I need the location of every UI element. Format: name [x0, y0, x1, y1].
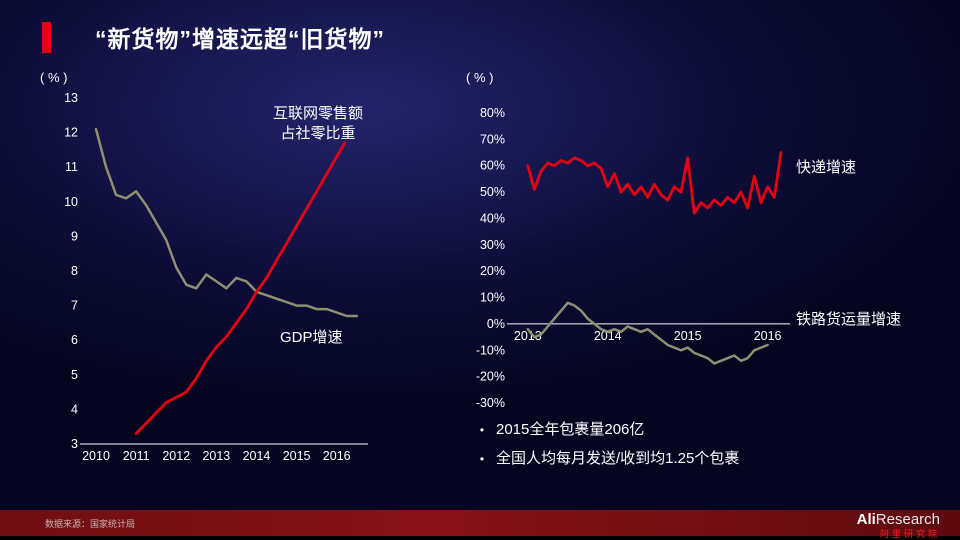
y-tick-label: -20%: [476, 370, 505, 384]
x-tick-label: 2010: [82, 449, 110, 463]
y-tick-label: 10%: [480, 291, 505, 305]
y-tick-label: -30%: [476, 396, 505, 410]
y-tick-label: 5: [71, 368, 78, 382]
x-tick-label: 2016: [754, 329, 782, 343]
logo-chinese-text: 阿里研究院: [879, 529, 940, 539]
bullet-text: 全国人均每月发送/收到均1.25个包裹: [496, 450, 740, 467]
list-item: • 全国人均每月发送/收到均1.25个包裹: [468, 449, 739, 469]
y-tick-label: 10: [64, 195, 78, 209]
y-tick-label: 13: [64, 91, 78, 105]
footer-bar: 数据来源：国家统计局 AliResearch 阿里研究院: [0, 510, 960, 539]
y-tick-label: 60%: [480, 159, 505, 173]
y-tick-label: 8: [71, 264, 78, 278]
alibaba-research-logo: AliResearch 阿里研究院: [857, 512, 940, 539]
y-tick-label: 4: [71, 402, 78, 416]
y-tick-label: 50%: [480, 185, 505, 199]
railway-freight-label: 铁路货运量增速: [796, 311, 902, 328]
gdp-growth-line: [94, 127, 359, 318]
right-line-chart: 80% 70% 60% 50% 40% 30% 20% 10% 0% -10% -20% -30% 20…: [476, 106, 790, 410]
logo-research-text: Research: [875, 511, 940, 528]
y-tick-label: 7: [71, 299, 78, 313]
y-tick-label: 30%: [480, 238, 505, 252]
internet-retail-share-label: 互联网零售额 占社零比重: [272, 105, 363, 143]
x-tick-label: 2013: [514, 329, 542, 343]
x-tick-label: 2015: [674, 329, 702, 343]
x-tick-label: 2014: [243, 449, 271, 463]
x-tick-label: 2012: [162, 449, 190, 463]
y-tick-label: 0%: [487, 317, 505, 331]
title-row: “新货物”增速远超“旧货物”: [42, 20, 385, 54]
gdp-growth-label: GDP增速: [280, 329, 343, 346]
footer: 数据来源：国家统计局 AliResearch 阿里研究院: [0, 510, 960, 540]
right-chart-unit-label: ( % ): [466, 70, 494, 85]
y-tick-label: 12: [64, 126, 78, 140]
left-line-chart: 13 12 11 10 9 8 7 6 5 4 3 2010 2011 2012 2013 2014 2015 2…: [64, 91, 368, 463]
express-growth-label: 快递增速: [796, 159, 857, 176]
y-tick-label: 70%: [480, 132, 505, 146]
y-tick-label: 20%: [480, 264, 505, 278]
x-tick-label: 2013: [202, 449, 230, 463]
x-tick-label: 2014: [594, 329, 622, 343]
bullet-icon: •: [479, 423, 485, 437]
y-tick-label: 9: [71, 229, 78, 243]
y-tick-label: 6: [71, 333, 78, 347]
express-delivery-growth-line: [526, 151, 783, 215]
logo-wordmark: AliResearch: [857, 512, 940, 528]
left-chart-unit-label: ( % ): [40, 70, 68, 85]
bullet-list: • 2015全年包裹量206亿 • 全国人均每月发送/收到均1.25个包裹: [468, 420, 739, 478]
x-tick-label: 2015: [283, 449, 311, 463]
logo-ali-text: Ali: [856, 511, 876, 528]
x-tick-label: 2016: [323, 449, 351, 463]
data-source-text: 数据来源：国家统计局: [45, 519, 136, 529]
page-title: “新货物”增速远超“旧货物”: [95, 26, 385, 52]
internet-retail-share-line: [134, 141, 347, 436]
bullet-text: 2015全年包裹量206亿: [496, 421, 645, 438]
list-item: • 2015全年包裹量206亿: [468, 420, 739, 440]
bullet-icon: •: [479, 452, 485, 466]
y-tick-label: 3: [71, 437, 78, 451]
y-tick-label: 80%: [480, 106, 505, 120]
y-tick-label: 40%: [480, 211, 505, 225]
title-accent-bar: [42, 21, 51, 53]
x-tick-label: 2011: [123, 449, 150, 463]
y-tick-label: -10%: [476, 343, 505, 357]
y-tick-label: 11: [65, 160, 78, 174]
railway-freight-growth-line: [526, 301, 769, 365]
